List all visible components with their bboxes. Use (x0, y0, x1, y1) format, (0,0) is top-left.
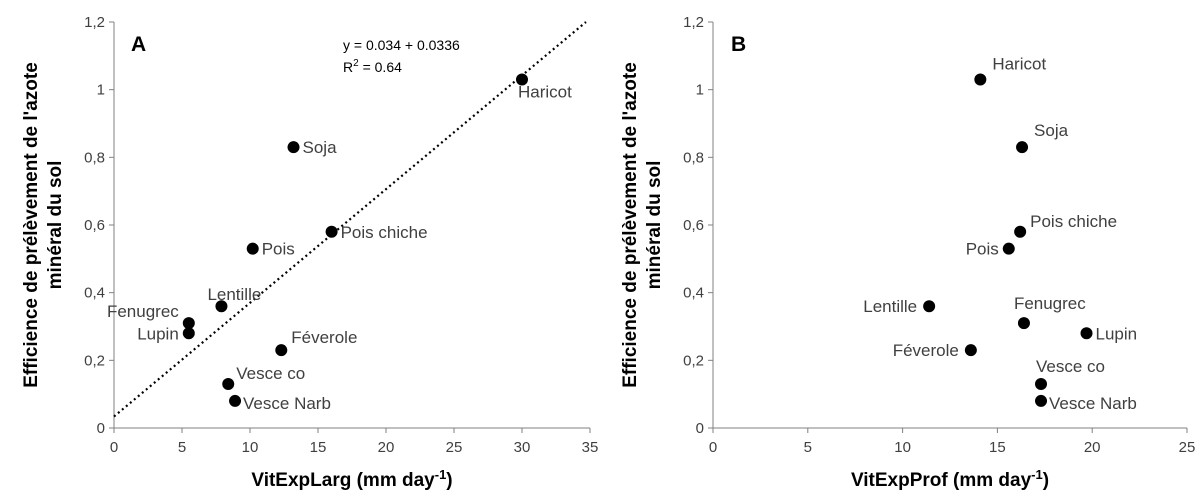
x-tick-label: 10 (894, 439, 911, 456)
y-tick-label: 1,2 (84, 14, 105, 31)
data-label: Vesce co (236, 364, 305, 383)
x-tick-label: 0 (110, 439, 118, 456)
x-tick-label: 15 (989, 439, 1006, 456)
data-point (275, 344, 288, 357)
x-tick-label: 5 (178, 439, 186, 456)
data-point (1035, 394, 1048, 407)
data-label: Lentille (207, 285, 261, 304)
x-tick-label: 30 (514, 439, 531, 456)
y-tick-label: 0,4 (84, 285, 105, 302)
y-axis-title-line1: Efficience de prélèvement de l'azote (620, 62, 641, 388)
y-tick-label: 0,4 (683, 285, 704, 302)
x-tick-label: 20 (378, 439, 395, 456)
data-point (229, 394, 242, 407)
data-point (964, 344, 977, 357)
data-label: Lentille (863, 297, 917, 316)
x-axis-title-sup: -1 (1031, 467, 1043, 482)
trendline (113, 21, 587, 418)
data-point (974, 73, 987, 86)
trend-equation: y = 0.034 + 0.0336 (343, 37, 460, 53)
x-axis-title: VitExpProf (mm day-1) (851, 467, 1049, 491)
data-point (182, 327, 195, 340)
panel-label: B (731, 33, 746, 56)
data-point (923, 300, 936, 313)
y-axis-title-line1: Efficience de prélèvement de l'azote (21, 62, 42, 388)
r-squared-end: = 0.64 (359, 59, 402, 75)
data-label: Pois (966, 240, 999, 259)
data-point (1080, 327, 1093, 340)
y-tick-label: 0,2 (683, 352, 704, 369)
x-tick-label: 10 (242, 439, 259, 456)
x-tick-label: 25 (1179, 439, 1196, 456)
data-label: Fenugrec (107, 302, 179, 321)
data-point (246, 242, 259, 255)
x-tick-label: 25 (446, 439, 463, 456)
data-point (182, 317, 195, 330)
x-tick-label: 35 (582, 439, 599, 456)
data-point (222, 378, 235, 391)
x-axis-title-main: VitExpProf (mm day (851, 470, 1032, 491)
data-point (1035, 378, 1048, 391)
data-label: Soja (1034, 121, 1069, 140)
y-tick-label: 0,6 (84, 217, 105, 234)
data-label: Féverole (291, 328, 357, 347)
y-tick-label: 0,2 (84, 352, 105, 369)
data-label: Soja (303, 138, 338, 157)
panel-a: 0 0,2 0,4 0,6 0,8 1 1,2 0 5 10 15 20 25 30 35 VitExpLar… (21, 14, 598, 491)
data-label: Haricot (992, 55, 1046, 74)
y-tick-label: 0 (97, 420, 105, 437)
data-label: Vesce co (1036, 357, 1105, 376)
data-label: Pois chiche (1030, 212, 1117, 231)
data-point (325, 225, 338, 238)
data-point (1017, 317, 1030, 330)
panel-b: 0 0,2 0,4 0,6 0,8 1 1,2 0 5 10 15 20 25 VitExpProf (m… (620, 14, 1195, 491)
y-tick-label: 1 (696, 82, 704, 99)
data-point (1014, 225, 1027, 238)
data-point (1002, 242, 1015, 255)
r-squared-sup: 2 (353, 58, 359, 69)
data-label: Lupin (1096, 324, 1138, 343)
y-axis-title-line2: minéral du sol (45, 161, 66, 290)
y-tick-label: 0,8 (683, 149, 704, 166)
y-tick-label: 0,8 (84, 149, 105, 166)
data-point (516, 73, 528, 86)
y-tick-label: 0 (696, 420, 704, 437)
data-label: Pois chiche (341, 223, 428, 242)
data-label: Vesce Narb (243, 394, 331, 413)
data-label: Féverole (893, 341, 959, 360)
y-tick-label: 1,2 (683, 14, 704, 31)
data-label: Vesce Narb (1049, 394, 1137, 413)
panel-label: A (131, 33, 146, 56)
x-axis-title-sup: -1 (435, 467, 447, 482)
x-tick-label: 5 (804, 439, 812, 456)
x-axis-title-end: ) (446, 470, 452, 491)
x-tick-label: 15 (310, 439, 327, 456)
r-squared: R2 = 0.64 (343, 58, 402, 75)
data-point (287, 141, 300, 154)
y-tick-label: 0,6 (683, 217, 704, 234)
data-label: Haricot (518, 83, 572, 102)
x-tick-label: 20 (1084, 439, 1101, 456)
y-tick-label: 1 (97, 82, 105, 99)
data-point (1016, 141, 1029, 154)
x-axis-title-main: VitExpLarg (mm day (251, 470, 435, 491)
r-squared-main: R (343, 59, 353, 75)
x-axis-title-end: ) (1043, 470, 1049, 491)
x-tick-label: 0 (709, 439, 717, 456)
data-label: Lupin (137, 324, 179, 343)
y-axis-title-line2: minéral du sol (644, 161, 665, 290)
data-label: Pois (262, 240, 295, 259)
data-point (215, 300, 228, 313)
x-axis-title: VitExpLarg (mm day-1) (251, 467, 452, 491)
data-label: Fenugrec (1014, 294, 1086, 313)
